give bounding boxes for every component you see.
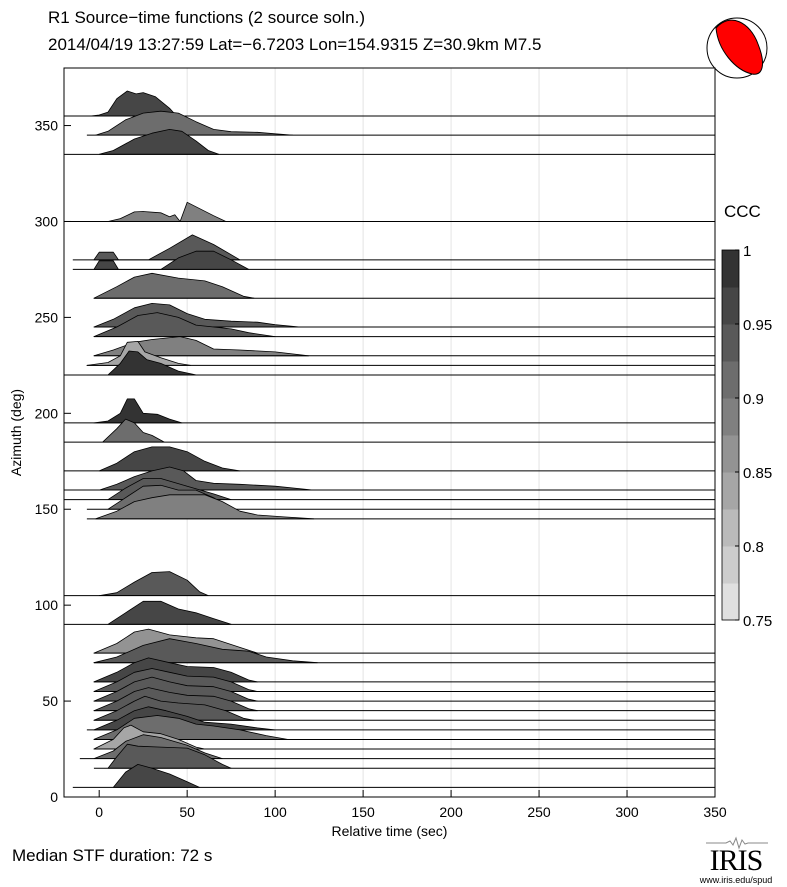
stf-trace xyxy=(93,638,715,664)
beachball-icon xyxy=(706,17,768,79)
y-tick-label: 150 xyxy=(35,501,59,517)
colorbar-frame xyxy=(721,249,740,621)
median-duration: Median STF duration: 72 s xyxy=(12,846,213,865)
x-axis-label: Relative time (sec) xyxy=(332,823,448,839)
x-tick-label: 150 xyxy=(351,804,375,820)
iris-url: www.iris.edu/spud xyxy=(699,875,773,885)
colorbar-bin xyxy=(722,361,739,399)
x-tick-label: 350 xyxy=(703,804,727,820)
x-tick-label: 50 xyxy=(179,804,195,820)
colorbar-bin xyxy=(722,398,739,436)
stf-trace xyxy=(64,446,715,472)
stf-area xyxy=(95,494,315,520)
x-tick-label: 300 xyxy=(615,804,639,820)
colorbar-tick-label: 0.95 xyxy=(743,317,772,334)
y-tick-label: 0 xyxy=(50,789,58,805)
stf-trace xyxy=(93,336,715,357)
stf-area xyxy=(107,350,197,376)
colorbar-bin xyxy=(722,546,739,584)
y-tick-label: 100 xyxy=(35,597,59,613)
stf-trace xyxy=(86,494,715,520)
stf-area xyxy=(98,446,241,472)
y-axis-label: Azimuth (deg) xyxy=(8,389,24,476)
iris-logo[interactable]: IRIS www.iris.edu/spud xyxy=(686,832,786,885)
x-tick-label: 100 xyxy=(263,804,287,820)
stf-area xyxy=(102,418,165,443)
stf-trace xyxy=(64,201,715,222)
y-tick-label: 250 xyxy=(35,309,59,325)
colorbar-tick-label: 0.9 xyxy=(743,391,764,408)
stf-trace xyxy=(93,743,715,769)
x-tick-label: 200 xyxy=(439,804,463,820)
colorbar-bin xyxy=(722,250,739,288)
colorbar-bin xyxy=(722,509,739,547)
stf-area xyxy=(89,90,177,117)
colorbar-tick-label: 0.8 xyxy=(743,539,764,556)
stf-trace xyxy=(64,398,715,424)
colorbar-bin xyxy=(722,435,739,473)
x-tick-label: 0 xyxy=(95,804,103,820)
y-tick-label: 300 xyxy=(35,213,59,229)
colorbar-label: CCC xyxy=(724,202,761,221)
stf-trace xyxy=(72,234,715,261)
colorbar-tick-label: 0.85 xyxy=(743,465,772,482)
stf-area xyxy=(98,571,209,596)
stf-trace xyxy=(72,764,715,788)
stf-area xyxy=(98,129,220,155)
stf-area xyxy=(93,312,276,337)
stf-trace xyxy=(64,571,715,597)
stf-trace xyxy=(72,250,715,270)
colorbar-bin xyxy=(722,324,739,362)
stf-area xyxy=(93,272,255,299)
event-info: 2014/04/19 13:27:59 Lat=−6.7203 Lon=154.… xyxy=(48,35,542,54)
stf-trace xyxy=(64,350,715,376)
chart-title: R1 Source−time functions (2 source soln.… xyxy=(48,8,366,27)
y-tick-label: 50 xyxy=(42,693,58,709)
stf-area xyxy=(93,250,250,270)
stf-area xyxy=(93,398,183,424)
stf-trace xyxy=(93,272,715,299)
y-tick-label: 200 xyxy=(35,405,59,421)
seismogram-icon xyxy=(706,836,768,850)
stf-area xyxy=(95,110,294,136)
colorbar-bin xyxy=(722,472,739,510)
stf-trace xyxy=(64,418,715,443)
colorbar-bin xyxy=(722,287,739,325)
colorbar-tick-label: 0.75 xyxy=(743,613,772,630)
stf-trace xyxy=(64,129,715,155)
stf-area xyxy=(112,764,200,788)
plot-frame xyxy=(63,67,716,798)
iris-logo-text: IRIS xyxy=(709,844,764,877)
stf-trace xyxy=(93,312,715,338)
stf-area xyxy=(93,336,309,357)
y-tick-label: 350 xyxy=(35,118,59,134)
stf-trace xyxy=(64,600,715,625)
x-tick-label: 250 xyxy=(527,804,551,820)
colorbar-bin xyxy=(722,583,739,621)
stf-area xyxy=(107,600,232,625)
stf-trace xyxy=(86,110,715,136)
stf-area xyxy=(107,743,232,769)
colorbar-tick-label: 1 xyxy=(743,243,751,260)
stf-area xyxy=(107,201,227,222)
stf-area xyxy=(93,638,318,664)
